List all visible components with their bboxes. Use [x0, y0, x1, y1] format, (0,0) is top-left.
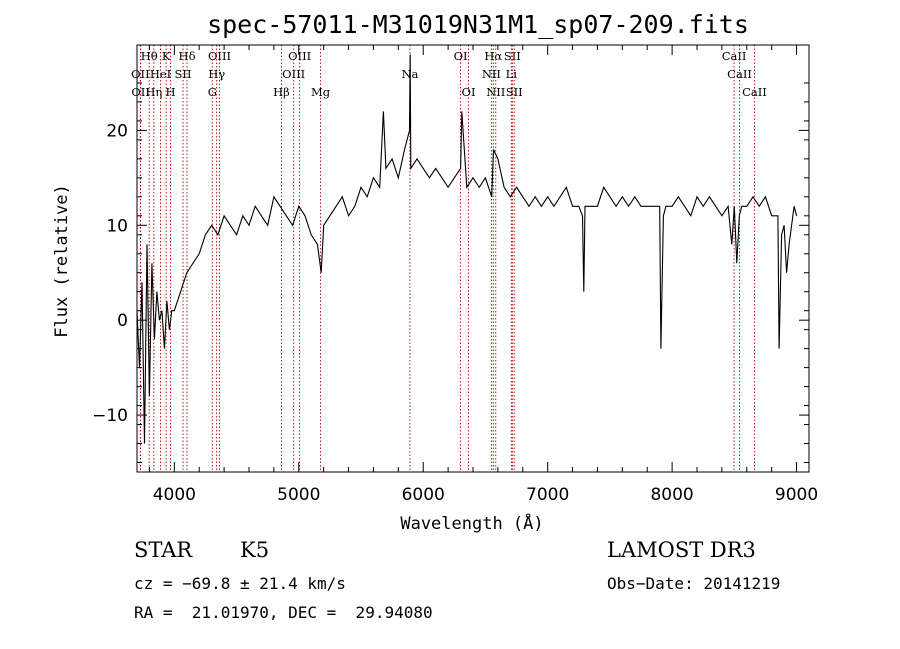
line-marker-label: Hα — [484, 49, 502, 63]
line-marker-label: NII — [482, 67, 501, 81]
line-marker-label: OII — [131, 85, 150, 99]
line-marker-label: OIII — [288, 49, 311, 63]
x-axis-label: Wavelength (Å) — [400, 512, 543, 534]
line-marker-label: K — [162, 49, 171, 63]
x-tick-label: 5000 — [277, 485, 320, 505]
y-tick-label: 20 — [106, 121, 128, 141]
flux-series-line — [136, 54, 798, 444]
y-tick-label: 0 — [117, 311, 128, 331]
line-marker-label: SII — [506, 85, 523, 99]
y-tick-label: −10 — [92, 406, 128, 426]
obs-date-text: Obs−Date: 20141219 — [607, 574, 781, 593]
x-tick-label: 9000 — [775, 485, 818, 505]
line-marker-label: NII — [486, 85, 505, 99]
survey-name: LAMOST DR3 — [607, 538, 756, 562]
line-marker-label: Hγ — [208, 67, 225, 81]
line-marker-label: OI — [462, 85, 476, 99]
line-marker-label: Hθ — [141, 49, 158, 63]
line-marker-label: OIII — [208, 49, 231, 63]
x-tick-label: 4000 — [153, 485, 196, 505]
x-tick-label: 8000 — [650, 485, 693, 505]
object-subclass: K5 — [240, 538, 270, 562]
line-marker-label: CaII — [742, 85, 767, 99]
redshift-text: cz = −69.8 ± 21.4 km/s — [134, 574, 346, 593]
line-marker-label: Li — [506, 67, 518, 81]
line-marker-label: CaII — [727, 67, 752, 81]
y-axis-label: Flux (relative) — [52, 184, 72, 338]
coordinates-text: RA = 21.01970, DEC = 29.94080 — [134, 603, 433, 622]
x-tick-label: 7000 — [526, 485, 569, 505]
chart-title: spec-57011-M31019N31M1_sp07-209.fits — [207, 10, 749, 39]
x-tick-label: 6000 — [402, 485, 445, 505]
line-marker-label: OIII — [282, 67, 305, 81]
x-axis-ticks: 4000 5000 6000 7000 8000 9000 — [148, 45, 818, 505]
y-axis-ticks: −10 0 10 20 — [92, 82, 809, 464]
line-marker-label: Hη — [145, 85, 162, 99]
line-marker-label: SII — [175, 67, 192, 81]
line-marker-label: Mg — [311, 85, 331, 99]
line-marker-label: Hβ — [273, 85, 290, 99]
line-marker-label: SII — [504, 49, 521, 63]
line-marker-label: G — [208, 85, 217, 99]
object-class: STAR — [134, 538, 193, 562]
line-marker-label: HeI — [150, 67, 171, 81]
plot-frame — [136, 44, 810, 473]
line-marker-label: Hδ — [179, 49, 196, 63]
line-marker-label: OI — [454, 49, 468, 63]
line-marker-label: H — [165, 85, 175, 99]
line-marker-label: CaII — [722, 49, 747, 63]
y-tick-label: 10 — [106, 216, 128, 236]
